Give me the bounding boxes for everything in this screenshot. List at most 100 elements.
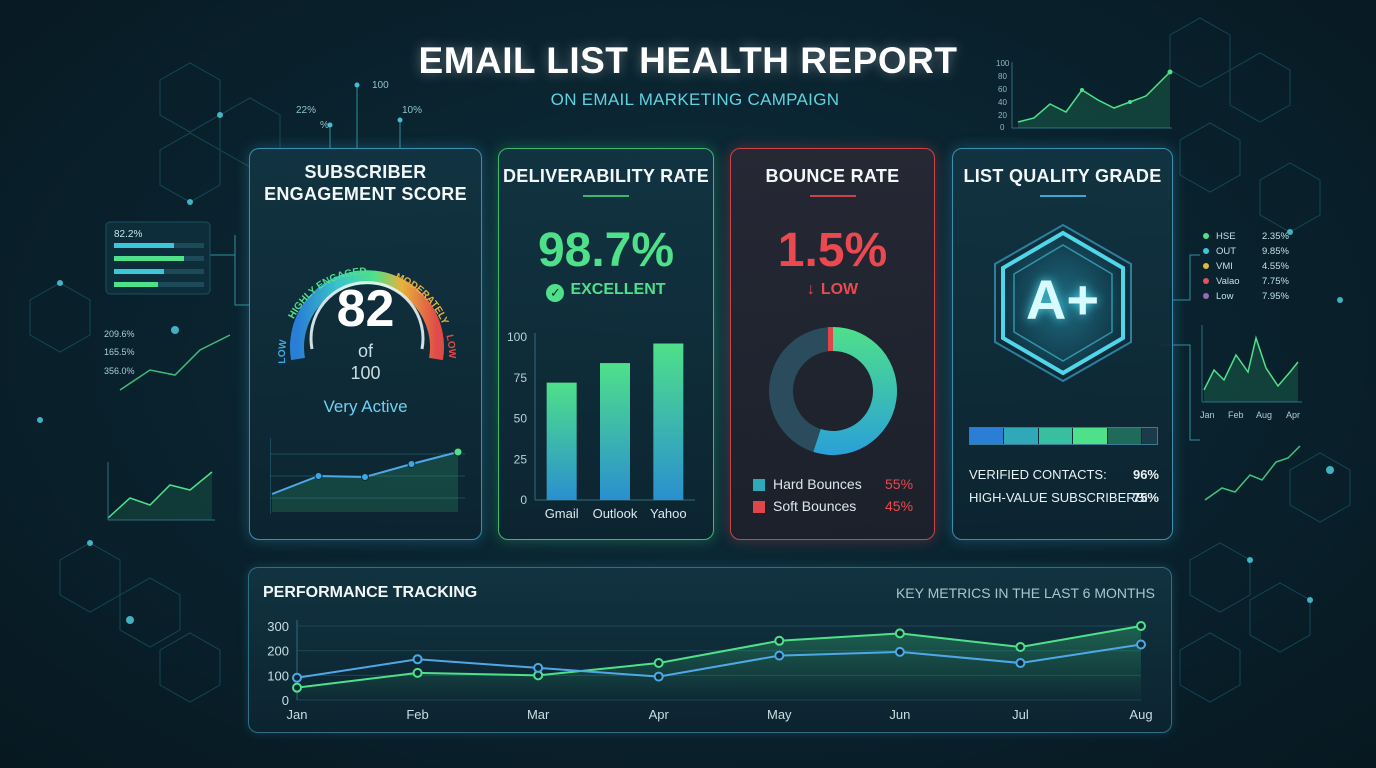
grade-hexagon-icon <box>994 223 1132 383</box>
engagement-trend-point <box>453 447 463 457</box>
grade-value: A+ <box>1025 268 1100 331</box>
deliverability-title: DELIVERABILITY RATE <box>502 166 710 186</box>
deliverability-label-outlook: Outlook <box>593 506 638 521</box>
performance-line-chart: 0 100 200 300 Jan Feb Mar Apr May Jun Jul Aug <box>267 619 1152 722</box>
rl-value-2: 9.85% <box>1262 246 1289 257</box>
decor-label-100: 100 <box>372 80 389 91</box>
rl-label-5: Low <box>1216 291 1234 302</box>
deliverability-label-gmail: Gmail <box>545 506 579 521</box>
engagement-trend-chart <box>270 438 465 514</box>
performance-ytick: 200 <box>267 644 289 659</box>
deliverability-ytick: 0 <box>520 493 527 507</box>
page-title: EMAIL LIST HEALTH REPORT <box>418 40 958 81</box>
gauge-arc <box>290 270 444 361</box>
performance-card: PERFORMANCE TRACKING KEY METRICS IN THE … <box>248 567 1172 733</box>
page-subtitle: ON EMAIL MARKETING CAMPAIGN <box>550 90 840 109</box>
rl-value-3: 4.55% <box>1262 261 1289 272</box>
performance-point-2 <box>774 650 785 661</box>
tr-axis-40: 40 <box>998 98 1007 107</box>
engagement-trend-point <box>361 473 369 481</box>
rl-label-3: VMI <box>1216 261 1233 272</box>
list-quality-title: LIST QUALITY GRADE <box>963 166 1162 186</box>
rl-value-4: 7.75% <box>1262 276 1289 287</box>
quality-segment-1 <box>970 428 1005 444</box>
performance-point-2 <box>1136 639 1146 650</box>
bounce-status: LOW <box>820 281 859 298</box>
performance-xtick: Mar <box>527 707 550 722</box>
rl-label-4: Valao <box>1216 276 1240 287</box>
quality-segment-6 <box>1141 428 1157 444</box>
deliverability-ytick: 25 <box>514 452 528 466</box>
performance-point-2 <box>412 654 423 665</box>
performance-point-2 <box>894 646 905 657</box>
tr-axis-60: 60 <box>998 85 1007 94</box>
engagement-score: 82 <box>336 280 395 338</box>
performance-point-2 <box>1015 658 1026 668</box>
deliverability-status: EXCELLENT <box>570 281 666 298</box>
deliverability-bar-outlook <box>600 363 630 500</box>
hard-bounces-label: Hard Bounces <box>773 476 862 492</box>
bounce-divider <box>809 195 856 197</box>
performance-xtick: Jun <box>889 707 910 722</box>
verified-contacts-label: VERIFIED CONTACTS: <box>969 467 1107 482</box>
performance-series-line-1 <box>296 625 1142 689</box>
right-axis-feb: Feb <box>1228 410 1244 420</box>
tr-axis-100: 100 <box>996 59 1010 68</box>
performance-point-1 <box>774 635 785 646</box>
tr-axis-80: 80 <box>998 72 1007 81</box>
left-stat-2: 165.5% <box>104 347 135 357</box>
engagement-gauge: LOW HIGHLY ENGAGED MODERATELY LOW <box>277 266 457 364</box>
bounce-title: BOUNCE RATE <box>765 166 900 186</box>
quality-segment-bar <box>969 427 1158 445</box>
left-stat-3: 356.0% <box>104 366 135 376</box>
performance-xtick: Apr <box>649 707 670 722</box>
left-panel-value: 82.2% <box>114 229 142 240</box>
list-quality-divider <box>1039 195 1086 197</box>
performance-point-2 <box>533 662 544 673</box>
deliverability-value: 98.7% <box>537 224 675 277</box>
deliverability-card: DELIVERABILITY RATE 98.7% ✓ EXCELLENT 0 25… <box>498 148 714 540</box>
soft-bounces-value: 45% <box>885 498 914 514</box>
deliverability-ytick: 75 <box>514 371 528 385</box>
right-axis-jan: Jan <box>1200 410 1215 420</box>
performance-point-1 <box>653 658 664 668</box>
bounce-card: BOUNCE RATE 1.5% ↓ LOW Hard Bounces 55% S… <box>730 148 935 540</box>
performance-point-1 <box>412 667 423 678</box>
performance-subtitle: KEY METRICS IN THE LAST 6 MONTHS <box>895 585 1155 601</box>
hard-bounces-value: 55% <box>885 476 914 492</box>
performance-point-1 <box>1136 621 1146 631</box>
performance-xtick: May <box>767 707 792 722</box>
verified-contacts-value: 96% <box>1132 467 1159 482</box>
performance-point-1 <box>292 682 302 693</box>
performance-ytick: 100 <box>267 668 289 683</box>
engagement-title-line1: SUBSCRIBER <box>304 162 427 182</box>
deliverability-ytick: 50 <box>514 412 528 426</box>
decor-label-10: 10% <box>402 105 422 116</box>
performance-ytick: 300 <box>267 619 289 634</box>
tr-axis-0: 0 <box>1000 123 1005 132</box>
check-circle-icon: ✓ <box>546 284 565 302</box>
quality-segment-2 <box>1004 428 1039 444</box>
list-quality-card: LIST QUALITY GRADE A+ VERIFIED CONTACTS:… <box>952 148 1173 540</box>
performance-series-line-2 <box>296 643 1142 679</box>
engagement-of: of <box>357 341 373 361</box>
engagement-trend-point <box>407 460 416 468</box>
rl-label-2: OUT <box>1216 246 1236 257</box>
bounce-status-row: ↓ LOW <box>731 281 934 299</box>
performance-area <box>297 626 1141 700</box>
high-value-subscribers-label: HIGH-VALUE SUBSCRIBERS: <box>969 490 1148 505</box>
bounce-marker <box>828 327 833 351</box>
performance-point-1 <box>894 628 905 639</box>
bounce-value: 1.5% <box>777 224 888 277</box>
engagement-trend-point <box>314 472 323 480</box>
right-axis-aug: Aug <box>1256 410 1272 420</box>
performance-ytick: 0 <box>282 693 289 708</box>
verified-contacts-row: VERIFIED CONTACTS: 96% <box>969 467 1159 482</box>
rl-value-5: 7.95% <box>1262 291 1289 302</box>
performance-point-2 <box>653 671 664 682</box>
soft-bounces-swatch <box>753 501 765 513</box>
performance-point-1 <box>1015 641 1026 652</box>
engagement-status: Very Active <box>323 397 408 416</box>
engagement-trend-area <box>272 452 458 512</box>
performance-xtick: Jul <box>1012 707 1029 722</box>
